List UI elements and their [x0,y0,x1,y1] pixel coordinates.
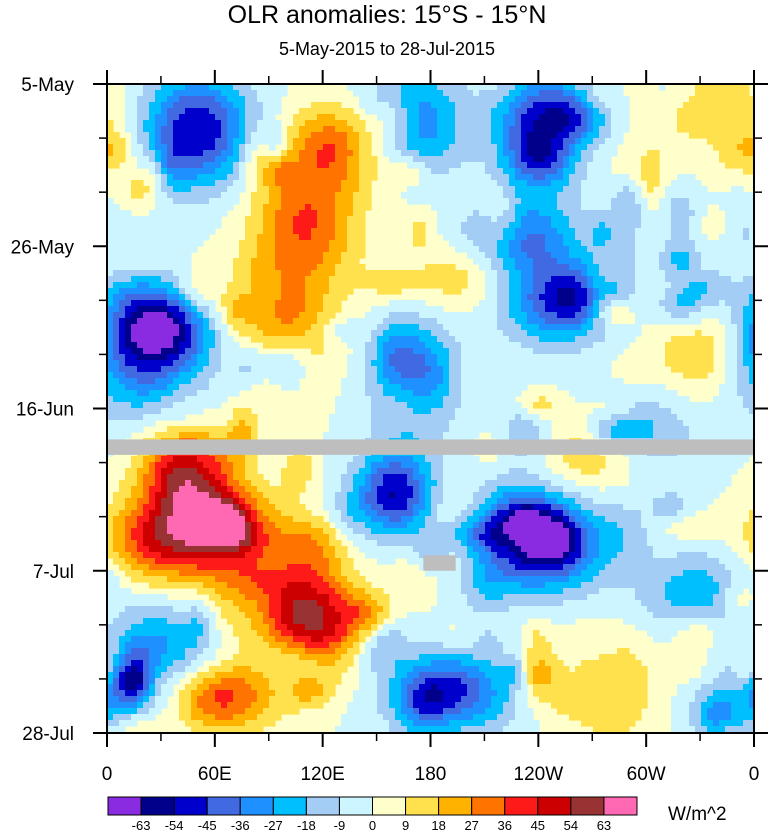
colorbar-swatch [272,796,307,816]
x-tick-label: 120W [514,764,564,785]
colorbar-swatch [107,796,142,816]
missing-data-box [423,555,456,571]
y-tick-label: 16-Jun [16,400,74,421]
colorbar-swatch [338,796,373,816]
colorbar-label: -9 [334,818,346,833]
colorbar-label: 0 [369,818,376,833]
colorbar-label: -54 [165,818,184,833]
colorbar-swatch [537,796,572,816]
x-tick-label: 0 [102,764,113,785]
colorbar-swatch [570,796,605,816]
colorbar-label: -63 [132,818,151,833]
colorbar-swatch [405,796,440,816]
y-tick-label: 7-Jul [33,562,74,583]
x-tick-label: 60W [627,764,666,785]
colorbar-swatch [504,796,539,816]
y-tick-label: 26-May [11,237,75,258]
colorbar-label: -27 [264,818,283,833]
x-axis: 0 60E 120E 180 120W 60W 0 [102,70,760,785]
colorbar-swatch [471,796,506,816]
colorbar-swatch [603,796,638,816]
colorbar-label: 36 [498,818,512,833]
missing-data-band [107,439,754,455]
colorbar-label: 18 [431,818,445,833]
chart-subtitle: 5-May-2015 to 28-Jul-2015 [278,39,496,59]
colorbar-swatch [173,796,208,816]
colorbar-swatch [372,796,407,816]
missing-data [107,439,754,571]
colorbar-label: 63 [597,818,611,833]
x-tick-label: 0 [749,764,760,785]
colorbar-label: 9 [402,818,409,833]
x-tick-label: 180 [415,764,447,785]
colorbar: -63 -54 -45 -36 -27 -18 -9 0 9 18 27 36 45 54 63 [107,796,638,833]
colorbar-swatch [305,796,340,816]
colorbar-label: -36 [231,818,250,833]
colorbar-label: -18 [297,818,316,833]
colorbar-swatch [239,796,274,816]
x-tick-label: 60E [198,764,232,785]
colorbar-label: 45 [531,818,545,833]
colorbar-units: W/m^2 [668,804,727,825]
chart-title: OLR anomalies: 15°S - 15°N [227,1,547,29]
colorbar-swatch [438,796,473,816]
colorbar-label: -45 [198,818,217,833]
colorbar-swatch [206,796,241,816]
y-axis: 5-May 26-May 16-Jun 7-Jul 28-Jul [11,75,768,745]
x-tick-label: 120E [300,764,344,785]
y-tick-label: 5-May [21,75,74,96]
colorbar-label: 54 [564,818,578,833]
colorbar-label: 27 [464,818,478,833]
y-tick-label: 28-Jul [22,724,74,745]
colorbar-swatch [140,796,175,816]
